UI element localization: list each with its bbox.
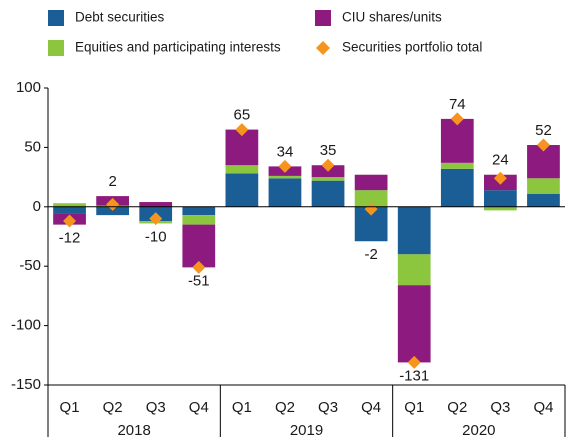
value-label: 2 <box>108 173 116 190</box>
legend-swatch <box>48 10 64 26</box>
x-tick-label: Q4 <box>189 399 209 416</box>
value-label: -51 <box>188 272 210 289</box>
bar-segment <box>527 193 560 207</box>
bar-segment <box>397 285 431 363</box>
bar-segment <box>354 190 388 207</box>
bar-segment <box>440 162 474 169</box>
bar-segment <box>139 202 173 207</box>
x-tick-label: Q3 <box>490 399 510 416</box>
y-tick-label: 50 <box>24 138 41 155</box>
bar-segment <box>397 254 431 286</box>
bar-segment <box>354 174 388 191</box>
x-tick-label: Q2 <box>447 399 467 416</box>
bar-segment <box>225 173 259 207</box>
y-tick-label: 100 <box>16 79 41 96</box>
value-label: -2 <box>364 246 377 263</box>
y-tick-label: -150 <box>11 376 41 393</box>
value-label: 52 <box>535 122 552 139</box>
x-tick-label: Q3 <box>146 399 166 416</box>
total-marker <box>536 138 550 152</box>
bar-segment <box>440 118 474 163</box>
x-tick-label: Q1 <box>404 399 424 416</box>
value-label: 35 <box>320 142 337 159</box>
bar-segment <box>484 190 517 207</box>
value-label: -131 <box>399 367 429 384</box>
x-tick-label: Q2 <box>275 399 295 416</box>
x-tick-label: Q4 <box>361 399 381 416</box>
bar-segment <box>53 203 86 207</box>
bar-segment <box>397 206 431 255</box>
year-label: 2020 <box>462 422 495 439</box>
bar-segment <box>225 165 259 174</box>
value-label: 34 <box>277 143 294 160</box>
bar-segment <box>268 175 302 179</box>
total-marker <box>106 197 120 211</box>
y-tick-label: 0 <box>33 198 41 215</box>
year-label: 2019 <box>290 422 323 439</box>
total-marker <box>450 112 464 126</box>
legend-label: CIU shares/units <box>342 10 442 25</box>
legend-swatch <box>316 41 330 55</box>
legend-label: Equities and participating interests <box>75 40 281 55</box>
bar-segment <box>484 206 517 211</box>
legend-swatch <box>48 40 64 56</box>
total-marker <box>493 171 507 185</box>
year-label: 2018 <box>117 422 150 439</box>
x-tick-label: Q3 <box>318 399 338 416</box>
total-marker <box>192 260 206 274</box>
value-label: -10 <box>145 228 167 245</box>
legend-label: Debt securities <box>75 10 165 25</box>
y-tick-label: -50 <box>19 257 41 274</box>
total-marker <box>235 123 249 137</box>
value-label: -12 <box>59 230 81 247</box>
bar-segment <box>268 178 302 207</box>
bar-segment <box>182 224 216 268</box>
total-marker <box>278 159 292 173</box>
total-marker <box>321 158 335 172</box>
bar-segment <box>53 206 86 214</box>
bar-segment <box>96 206 129 216</box>
bar-segment <box>311 177 345 181</box>
x-tick-label: Q1 <box>232 399 252 416</box>
x-tick-label: Q4 <box>533 399 553 416</box>
total-marker <box>149 212 163 226</box>
bar-segment <box>182 206 216 216</box>
total-marker <box>407 355 421 369</box>
value-label: 24 <box>492 152 509 169</box>
legend-label: Securities portfolio total <box>342 40 482 55</box>
bar-segment <box>440 168 474 207</box>
bar-segment <box>182 215 216 225</box>
legend-swatch <box>315 10 331 26</box>
bar-segment <box>311 180 345 207</box>
bar-segment <box>527 178 560 194</box>
x-tick-label: Q1 <box>60 399 80 416</box>
value-label: 65 <box>234 107 251 124</box>
total-marker <box>63 214 77 228</box>
y-tick-label: -100 <box>11 317 41 334</box>
value-label: 74 <box>449 96 466 113</box>
total-marker <box>364 202 378 216</box>
x-tick-label: Q2 <box>103 399 123 416</box>
